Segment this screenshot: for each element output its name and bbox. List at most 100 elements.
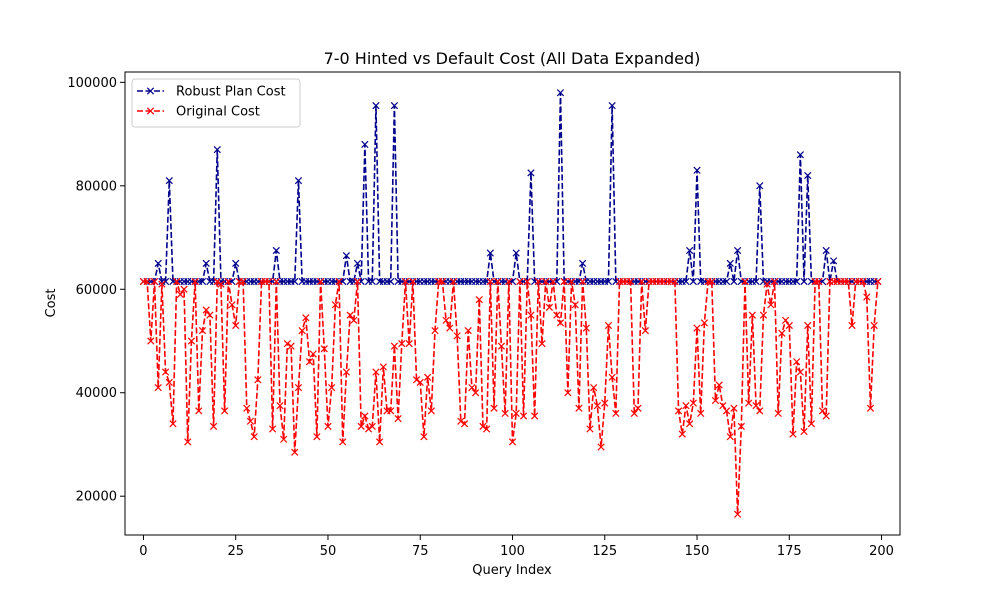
data-point-marker — [505, 277, 513, 286]
data-point-marker — [224, 277, 232, 286]
data-point-marker — [626, 277, 635, 286]
data-point-marker — [756, 182, 764, 190]
legend-label: Original Cost — [176, 105, 260, 120]
y-tick-label: 40000 — [76, 386, 117, 401]
data-point-marker — [789, 430, 797, 438]
data-point-marker — [246, 417, 255, 425]
data-point-marker — [449, 277, 458, 286]
data-point-marker — [686, 420, 694, 428]
data-point-marker — [376, 438, 384, 446]
data-point-marker — [497, 342, 506, 350]
data-point-marker — [678, 430, 686, 438]
data-point-marker — [394, 414, 402, 423]
data-point-marker — [542, 277, 550, 286]
legend-marker — [146, 87, 155, 95]
data-point-marker — [187, 337, 196, 345]
y-tick-label: 80000 — [76, 179, 117, 194]
data-point-marker — [316, 277, 325, 286]
data-point-marker — [184, 438, 192, 446]
data-point-marker — [501, 409, 509, 418]
data-point-marker — [785, 321, 793, 330]
data-point-marker — [423, 373, 432, 381]
data-point-marker — [590, 383, 598, 392]
data-point-marker — [361, 412, 369, 420]
data-point-marker — [209, 422, 218, 430]
data-point-marker — [763, 280, 771, 288]
data-point-marker — [398, 339, 406, 348]
data-point-marker — [752, 402, 760, 410]
data-point-marker — [305, 358, 314, 366]
data-point-marker — [324, 422, 332, 430]
data-point-marker — [800, 427, 808, 436]
data-point-marker — [682, 402, 690, 410]
data-point-marker — [361, 140, 369, 149]
data-point-marker — [291, 277, 299, 286]
data-point-marker — [634, 404, 642, 412]
legend-marker — [146, 107, 155, 115]
data-point-marker — [291, 448, 299, 456]
x-tick-label: 150 — [685, 544, 710, 559]
data-point-marker — [468, 383, 476, 392]
data-point-marker — [331, 301, 339, 309]
data-point-marker — [682, 277, 690, 286]
data-point-marker — [870, 321, 878, 330]
data-point-marker — [697, 409, 705, 418]
data-point-marker — [556, 319, 565, 327]
plot-area — [139, 89, 882, 518]
data-point-marker — [438, 277, 447, 286]
data-point-marker — [353, 259, 362, 268]
data-point-marker — [453, 332, 461, 340]
data-point-marker — [671, 277, 679, 286]
data-point-marker — [571, 301, 579, 309]
data-point-marker — [793, 358, 801, 366]
data-point-marker — [593, 402, 602, 410]
data-point-marker — [232, 321, 240, 330]
data-point-marker — [420, 433, 428, 441]
data-point-marker — [608, 102, 616, 110]
data-point-marker — [387, 277, 395, 286]
data-point-marker — [364, 425, 373, 433]
data-point-marker — [608, 373, 616, 381]
data-point-marker — [250, 433, 258, 441]
data-point-marker — [412, 376, 421, 384]
data-point-marker — [475, 295, 483, 304]
data-point-marker — [737, 422, 745, 430]
data-point-marker — [387, 407, 395, 415]
data-point-marker — [169, 420, 177, 428]
data-point-marker — [460, 420, 469, 428]
data-point-marker — [442, 316, 450, 324]
data-point-marker — [309, 350, 317, 358]
data-point-marker — [781, 316, 790, 324]
data-point-marker — [630, 409, 638, 418]
data-point-marker — [268, 425, 277, 433]
data-point-marker — [198, 277, 207, 286]
data-point-marker — [206, 311, 214, 319]
data-point-marker — [715, 381, 723, 389]
data-point-marker — [228, 301, 236, 309]
data-point-marker — [390, 342, 399, 350]
data-point-marker — [401, 277, 410, 286]
data-point-marker — [730, 404, 738, 412]
data-point-marker — [556, 89, 565, 97]
data-point-marker — [527, 311, 535, 319]
data-point-marker — [693, 166, 701, 174]
data-point-marker — [708, 277, 716, 286]
data-point-marker — [446, 324, 454, 332]
data-point-marker — [350, 316, 358, 324]
data-point-marker — [638, 277, 646, 286]
x-tick-label: 50 — [320, 544, 337, 559]
data-point-marker — [767, 301, 775, 309]
data-point-marker — [328, 383, 336, 392]
data-point-marker — [770, 277, 779, 286]
data-point-marker — [202, 259, 210, 268]
data-point-marker — [294, 177, 303, 185]
data-point-marker — [280, 435, 288, 443]
data-point-marker — [154, 259, 162, 268]
data-point-marker — [416, 378, 424, 387]
y-axis-label: Cost — [44, 289, 59, 318]
data-point-marker — [796, 368, 804, 376]
data-point-marker — [804, 171, 812, 180]
data-point-marker — [689, 399, 697, 407]
data-point-marker — [272, 246, 280, 255]
